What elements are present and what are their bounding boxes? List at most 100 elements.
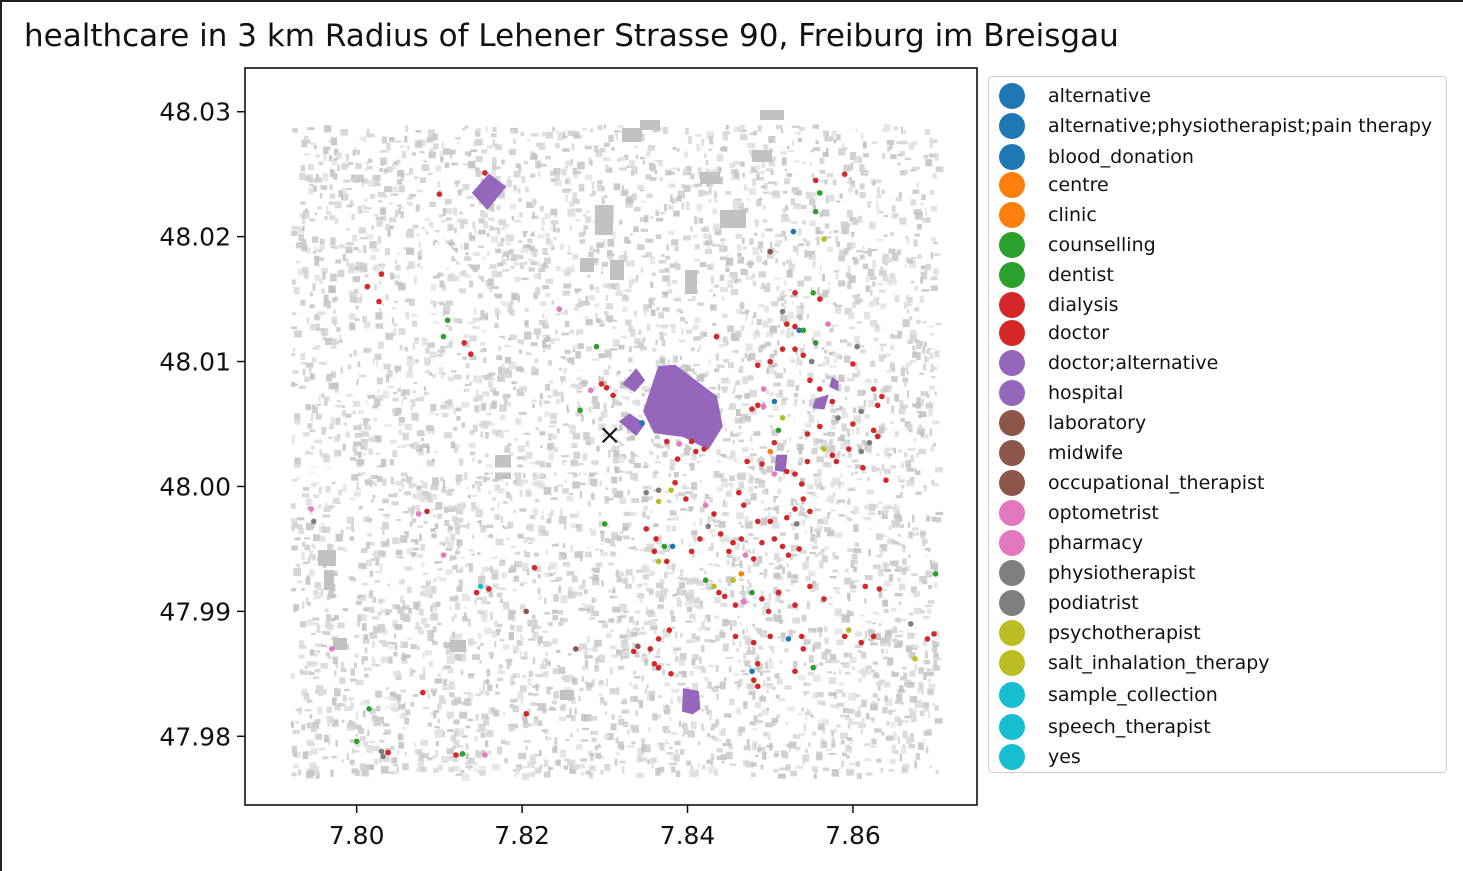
building-footprint: [566, 357, 575, 366]
building-footprint: [834, 304, 843, 307]
building-footprint: [857, 215, 863, 223]
building-footprint: [719, 731, 723, 736]
building-footprint: [633, 684, 638, 690]
building-footprint: [799, 505, 804, 513]
building-footprint: [479, 483, 483, 486]
building-footprint: [493, 709, 500, 717]
building-footprint: [372, 405, 379, 409]
building-footprint: [552, 609, 559, 614]
building-footprint: [819, 169, 826, 174]
building-footprint: [437, 513, 443, 519]
building-footprint: [907, 522, 910, 528]
building-footprint: [540, 445, 543, 448]
building-footprint: [340, 529, 344, 536]
building-footprint: [600, 701, 608, 705]
building-footprint: [480, 209, 486, 217]
building-footprint: [554, 486, 558, 492]
building-footprint: [623, 471, 627, 474]
building-footprint: [932, 443, 936, 447]
building-footprint: [826, 173, 834, 178]
building-footprint: [316, 624, 321, 633]
building-footprint: [651, 297, 656, 301]
building-footprint: [630, 169, 635, 176]
building-footprint: [707, 587, 714, 591]
building-footprint: [622, 185, 625, 190]
building-footprint: [572, 432, 581, 440]
building-footprint: [356, 174, 364, 183]
building-footprint: [428, 593, 433, 599]
building-footprint: [752, 130, 758, 136]
building-footprint: [375, 435, 382, 443]
building-footprint: [360, 736, 366, 741]
building-footprint: [517, 295, 520, 301]
building-footprint: [648, 619, 657, 625]
building-footprint: [455, 728, 459, 733]
building-footprint: [762, 205, 766, 210]
building-footprint: [475, 693, 482, 697]
building-footprint: [893, 448, 897, 454]
building-footprint: [462, 616, 468, 622]
building-footprint: [868, 637, 875, 642]
building-footprint: [621, 766, 625, 774]
building-footprint: [328, 737, 331, 746]
building-footprint: [813, 773, 817, 779]
building-footprint: [658, 259, 667, 264]
building-footprint: [813, 473, 821, 477]
building-footprint: [354, 318, 360, 321]
building-footprint: [732, 559, 735, 564]
building-footprint: [539, 461, 545, 469]
building-footprint: [816, 751, 823, 758]
building-footprint: [586, 438, 592, 444]
building-footprint: [556, 130, 559, 136]
building-footprint: [482, 357, 487, 364]
building-footprint: [655, 234, 662, 239]
building-footprint: [397, 204, 402, 208]
building-footprint: [353, 349, 358, 357]
building-footprint: [928, 711, 931, 718]
building-footprint: [465, 725, 471, 729]
building-footprint: [664, 739, 668, 745]
building-footprint: [469, 381, 472, 386]
building-footprint: [589, 576, 595, 579]
building-footprint: [790, 498, 795, 506]
building-footprint: [795, 746, 801, 751]
building-footprint: [309, 218, 315, 222]
building-footprint: [717, 176, 723, 185]
building-footprint: [599, 654, 606, 661]
building-footprint: [302, 432, 310, 437]
building-footprint: [542, 323, 549, 329]
building-footprint: [763, 602, 771, 611]
building-footprint: [719, 147, 727, 151]
building-footprint: [326, 373, 333, 377]
building-footprint: [650, 763, 654, 769]
building-footprint: [745, 343, 753, 352]
building-footprint: [914, 663, 918, 671]
building-footprint: [747, 565, 752, 574]
building-footprint: [851, 218, 858, 225]
building-footprint: [305, 247, 311, 251]
building-footprint: [894, 617, 901, 626]
building-footprint: [501, 572, 507, 579]
building-footprint: [899, 217, 907, 225]
building-footprint: [802, 508, 805, 511]
building-footprint: [334, 705, 341, 711]
building-footprint: [373, 758, 379, 765]
building-footprint: [766, 689, 769, 693]
building-footprint: [296, 261, 301, 264]
building-footprint: [372, 494, 376, 499]
building-footprint: [787, 571, 792, 579]
building-footprint: [685, 128, 690, 135]
building-footprint: [618, 718, 624, 726]
building-footprint: [720, 754, 727, 761]
building-footprint: [684, 321, 688, 324]
building-footprint: [421, 482, 428, 489]
building-footprint: [363, 245, 367, 254]
building-footprint: [656, 582, 664, 589]
building-footprint: [472, 374, 477, 383]
building-footprint: [715, 393, 720, 399]
building-footprint: [380, 608, 388, 614]
building-footprint: [798, 457, 804, 464]
building-footprint: [481, 149, 488, 154]
building-footprint: [596, 744, 602, 748]
building-footprint: [892, 537, 900, 545]
